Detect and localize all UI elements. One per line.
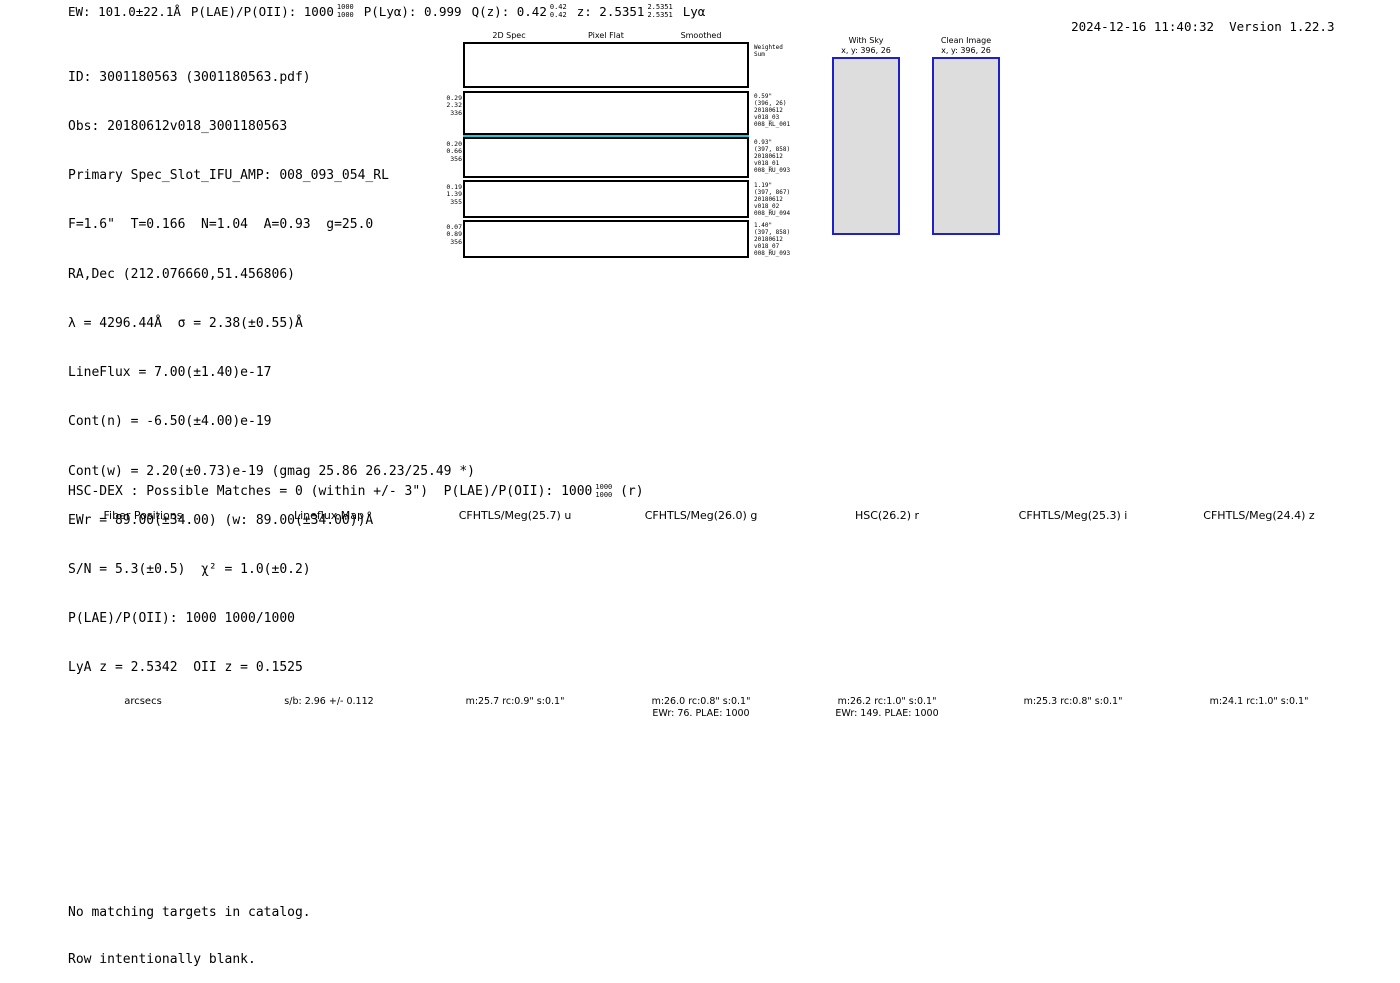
spec2d-row-annotation: 0.59" (396, 26) 20180612 v018_03 008_RL_… — [754, 93, 791, 128]
cutout-caption: m:26.2 rc:1.0" s:0.1" — [837, 696, 937, 707]
cutout-caption: m:25.7 rc:0.9" s:0.1" — [465, 696, 565, 707]
spec2d-row-annotation: Weighted Sum — [754, 44, 783, 58]
cutout-image — [254, 528, 404, 678]
clean-image-coords: x, y: 396, 26 — [941, 46, 991, 55]
cutout-image — [812, 528, 962, 678]
footer-line-2: Row intentionally blank. — [68, 951, 256, 967]
info-line-obs: Obs: 20180612v018_3001180563 — [68, 119, 288, 135]
z-hi: 2.5351 — [647, 3, 673, 11]
line-fit-chart — [1015, 38, 1325, 234]
cutout-title: CFHTLS/Meg(25.7) u — [458, 509, 572, 522]
report-datetime: 2024-12-16 11:40:32 — [1071, 19, 1215, 34]
clean-image — [934, 59, 998, 233]
cutout-title: CFHTLS/Meg(24.4) z — [1203, 509, 1315, 522]
cutout-image — [626, 528, 776, 678]
z-value: z: 2.5351 — [576, 4, 645, 19]
matches-text: HSC-DEX : Possible Matches = 0 (within +… — [68, 484, 593, 499]
elixer-report-page: { "header": { "ew": "EW: 101.0±22.1Å", "… — [44, 3, 1371, 967]
with-sky-panel — [832, 57, 900, 235]
clean-image-panel — [932, 57, 1000, 235]
with-sky-image — [834, 59, 898, 233]
spec2d-row-fiber-3: 0.19 1.39 355 1.19" (397, 867) 20180612 … — [446, 180, 1371, 332]
cutout-caption-ewr: EWr: 149. PLAE: 1000 — [835, 708, 939, 719]
line-classification: Lyα — [682, 4, 706, 19]
cutout-caption-ewr: EWr: 76. PLAE: 1000 — [652, 708, 750, 719]
spec2d-row-annotation: 0.93" (397, 858) 20180612 v018_01 008_RU… — [754, 139, 791, 174]
cutout-image — [68, 528, 218, 678]
cutout-caption: s/b: 2.96 +/- 0.112 — [284, 696, 374, 707]
spec2d-row-annotation: 1.19" (397, 867) 20180612 v018_02 008_RU… — [754, 182, 791, 217]
matches-plae-range: 1000 1000 — [595, 483, 613, 499]
cutout-panel-r-band: HSC(26.2) r m:26.2 rc:1.0" s:0.1" EWr: 1… — [788, 503, 974, 721]
z-range: 2.5351 2.5351 — [647, 3, 673, 19]
info-line-ewr: EWr = 89.00(±34.00) (w: 89.00(±34.00))Å — [68, 512, 374, 528]
qz-lo: 0.42 — [549, 10, 567, 19]
cutout-title: Lineflux Map — [293, 509, 365, 522]
cutout-panel-g-band: CFHTLS/Meg(26.0) g m:26.0 rc:0.8" s:0.1"… — [602, 503, 788, 721]
info-line-primary-amp: Primary Spec_Slot_IFU_AMP: 008_093_054_R… — [68, 168, 389, 184]
cutout-panel-lineflux-map: Lineflux Map s/b: 2.96 +/- 0.112 — [230, 503, 416, 721]
matches-band: (r) — [620, 484, 644, 499]
cutout-title: Fiber Positions — [103, 509, 183, 522]
cutout-title: HSC(26.2) r — [854, 509, 920, 522]
spec2d-row-fiber-4: 0.07 0.89 356 1.40" (397, 858) 20180612 … — [446, 220, 1371, 372]
spec2d-row-weighted-sum: Weighted Sum — [463, 42, 1371, 194]
cutout-panel-fiber-positions: Fiber Positions arcsecs — [44, 503, 230, 721]
separator-line — [463, 135, 749, 137]
cutout-xlabel: arcsecs — [124, 696, 162, 707]
datetime-version: 2024-12-16 11:40:32 Version 1.22.3 — [1056, 4, 1334, 34]
full-spectrum-chart — [55, 335, 1325, 465]
plae-poii-value: P(LAE)/P(OII): 1000 — [190, 4, 334, 19]
spec2d-row-stats: 0.19 1.39 355 — [446, 183, 462, 206]
plae-hi: 1000 — [336, 3, 354, 11]
cutout-caption: m:24.1 rc:1.0" s:0.1" — [1209, 696, 1309, 707]
footer-note: No matching targets in catalog. Row inte… — [68, 874, 311, 983]
spec2d-row-annotation: 1.40" (397, 858) 20180612 v018_07 008_RU… — [754, 222, 791, 257]
matches-lo: 1000 — [595, 490, 613, 499]
spec2d-row-stats: 0.20 0.66 356 — [446, 140, 462, 163]
plae-lo: 1000 — [336, 10, 354, 19]
cutout-title: CFHTLS/Meg(25.3) i — [1018, 509, 1128, 522]
info-line-wavelength: λ = 4296.44Å σ = 2.38(±0.55)Å — [68, 315, 303, 331]
with-sky-coords: x, y: 396, 26 — [841, 46, 891, 55]
spectral-line-labels — [55, 258, 1325, 347]
spec2d-row-stats: 0.29 2.32 336 — [446, 94, 462, 117]
qz-range: 0.42 0.42 — [549, 3, 567, 19]
footer-line-1: No matching targets in catalog. — [68, 905, 311, 921]
cutout-panel-i-band: CFHTLS/Meg(25.3) i m:25.3 rc:0.8" s:0.1" — [974, 503, 1160, 721]
plae-poii-range: 1000 1000 — [336, 3, 354, 19]
plya-value: P(Lyα): 0.999 — [363, 4, 462, 19]
cutout-caption: m:25.3 rc:0.8" s:0.1" — [1023, 696, 1123, 707]
matches-hi: 1000 — [595, 483, 613, 491]
clean-image-title: Clean Image — [940, 36, 992, 45]
cutout-caption: m:26.0 rc:0.8" s:0.1" — [651, 696, 751, 707]
spec2d-column-header-2dspec: 2D Spec — [492, 31, 526, 40]
spec2d-column-header-pixelflat: Pixel Flat — [588, 31, 624, 40]
z-lo: 2.5351 — [647, 10, 673, 19]
spec2d-column-header-smoothed: Smoothed — [680, 31, 722, 40]
matches-suffix — [612, 484, 620, 499]
info-line-radec: RA,Dec (212.076660,51.456806) — [68, 266, 295, 282]
cutout-title: CFHTLS/Meg(26.0) g — [644, 509, 758, 522]
spec2d-row-fiber-1: 0.29 2.32 336 0.59" (396, 26) 20180612 v… — [446, 91, 1371, 243]
info-line-id: ID: 3001180563 (3001180563.pdf) — [68, 69, 311, 85]
summary-header: EW: 101.0±22.1Å P(LAE)/P(OII): 1000 1000… — [68, 3, 706, 19]
qz-hi: 0.42 — [549, 3, 567, 11]
ew-value: EW: 101.0±22.1Å — [68, 4, 181, 19]
report-version: Version 1.22.3 — [1229, 19, 1335, 34]
qz-value: Q(z): 0.42 — [471, 4, 547, 19]
info-line-cont-w: Cont(w) = 2.20(±0.73)e-19 (gmag 25.86 26… — [68, 463, 475, 479]
cutout-image — [440, 528, 590, 678]
with-sky-title: With Sky — [848, 36, 884, 45]
cutout-panel-z-band: CFHTLS/Meg(24.4) z m:24.1 rc:1.0" s:0.1" — [1160, 503, 1346, 721]
cutout-panel-u-band: CFHTLS/Meg(25.7) u m:25.7 rc:0.9" s:0.1" — [416, 503, 602, 721]
cutout-image — [998, 528, 1148, 678]
info-line-seeing: F=1.6" T=0.166 N=1.04 A=0.93 g=25.0 — [68, 217, 374, 233]
matches-header: HSC-DEX : Possible Matches = 0 (within +… — [68, 483, 644, 499]
spec2d-row-fiber-2: 0.20 0.66 356 0.93" (397, 858) 20180612 … — [446, 137, 1371, 289]
cutout-image — [1184, 528, 1334, 678]
spec2d-row-stats: 0.07 0.89 356 — [446, 223, 462, 246]
